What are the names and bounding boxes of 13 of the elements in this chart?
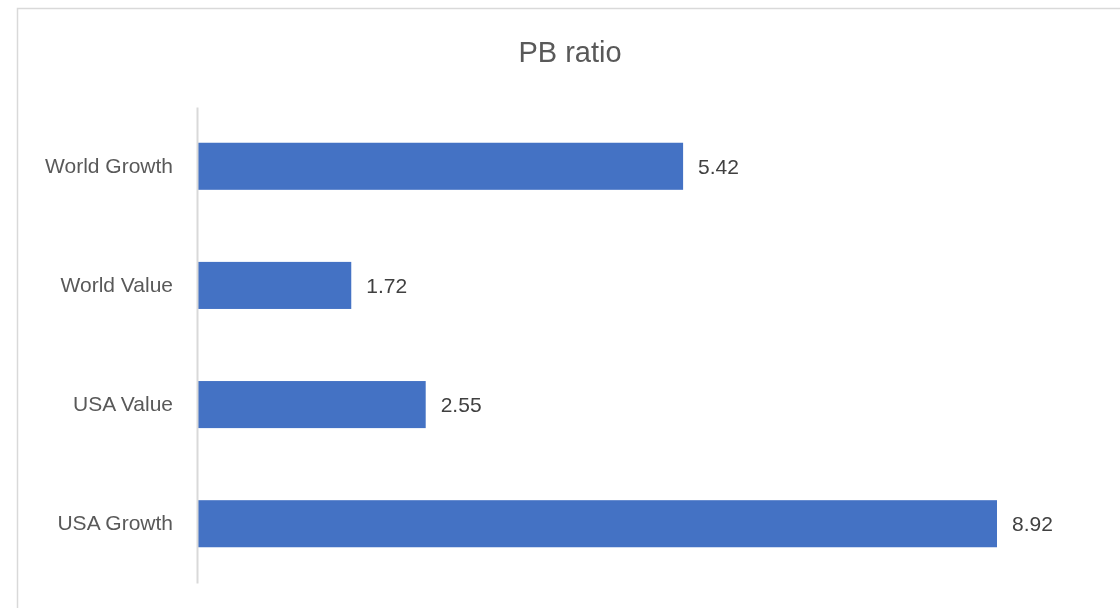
y-tick-label: World Value: [60, 273, 173, 297]
chart-title: PB ratio: [518, 36, 622, 68]
data-label: 8.92: [1012, 512, 1053, 536]
bar: [197, 500, 997, 548]
data-label: 2.55: [440, 392, 482, 416]
bar: [197, 261, 352, 309]
y-tick-label: World Growth: [45, 154, 173, 177]
bar: [197, 142, 684, 190]
data-label: 5.42: [698, 154, 739, 178]
data-label: 1.72: [366, 273, 408, 297]
bar: [197, 381, 426, 429]
y-tick-label: USA Value: [72, 392, 173, 416]
y-tick-label: USA Growth: [57, 511, 173, 535]
